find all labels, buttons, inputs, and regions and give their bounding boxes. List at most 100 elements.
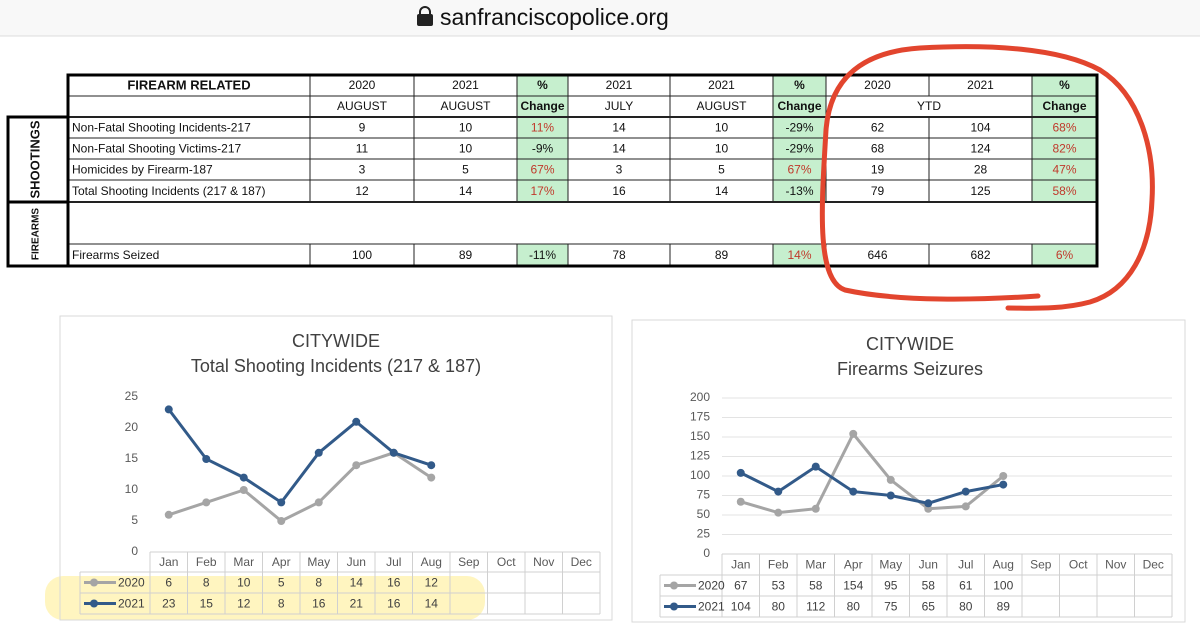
y-tick-label: 15	[125, 451, 139, 465]
point	[811, 504, 820, 513]
point	[239, 473, 248, 482]
y-tick-label: 75	[697, 488, 711, 502]
cell-text: 14	[715, 184, 729, 198]
series-line	[168, 451, 433, 523]
x-tick-label: Feb	[196, 555, 217, 569]
series-line	[740, 431, 1005, 515]
y-tick-label: 25	[697, 527, 711, 541]
datatable-value: 12	[237, 597, 251, 611]
header-text: FIREARM RELATED	[127, 77, 250, 92]
point	[736, 468, 745, 477]
legend-marker	[90, 599, 98, 608]
chart-subtitle: Total Shooting Incidents (217 & 187)	[191, 356, 481, 376]
point	[314, 498, 323, 507]
y-tick-label: 175	[690, 410, 710, 424]
cell-text: 82%	[1052, 142, 1076, 156]
point	[849, 429, 858, 438]
x-tick-label: Aug	[993, 558, 1014, 572]
y-tick-label: 5	[131, 513, 138, 527]
datatable-value: 58	[809, 579, 823, 593]
cell-text: 10	[459, 121, 473, 135]
header-cell	[517, 75, 568, 96]
header-cell	[773, 75, 826, 96]
pct-cell	[773, 159, 826, 180]
cell-text: 89	[459, 248, 473, 262]
cell-text: -11%	[529, 248, 556, 262]
y-tick-label: 20	[125, 420, 139, 434]
datatable-value: 80	[847, 600, 861, 614]
pct-cell	[1032, 244, 1097, 266]
header-cell	[1032, 96, 1097, 117]
cell-text: 10	[715, 121, 729, 135]
y-tick-label: 100	[690, 468, 710, 482]
subheader-text: Change	[777, 99, 821, 113]
url[interactable]: sanfranciscopolice.org	[440, 4, 669, 30]
datatable-value: 75	[884, 600, 898, 614]
datatable-value: 16	[387, 597, 401, 611]
y-tick-label: 25	[125, 389, 139, 403]
x-tick-label: Jan	[731, 558, 750, 572]
cell-text: 9	[359, 121, 366, 135]
point	[774, 487, 783, 496]
point	[427, 461, 436, 470]
header-text: 2021	[452, 78, 479, 92]
legend-marker	[90, 578, 98, 587]
y-tick-label: 200	[690, 390, 710, 404]
chart-title: CITYWIDE	[292, 331, 380, 351]
row-label: Non-Fatal Shooting Incidents-217	[72, 121, 251, 135]
cell-text: 3	[359, 163, 366, 177]
point	[164, 510, 173, 519]
cell-text: 11%	[531, 121, 554, 135]
x-tick-label: Feb	[768, 558, 789, 572]
group-label: SHOOTINGS	[27, 120, 42, 198]
cell-text: 67%	[530, 163, 554, 177]
cell-text: 10	[715, 142, 729, 156]
datatable-value: 95	[884, 579, 898, 593]
datatable-value: 67	[734, 579, 748, 593]
cell-text: 68	[871, 142, 885, 156]
x-tick-label: Apr	[844, 558, 863, 572]
x-tick-label: Oct	[1069, 558, 1088, 572]
x-tick-label: Jul	[386, 555, 401, 569]
point	[811, 462, 820, 471]
header-text: 2021	[967, 78, 994, 92]
x-tick-label: Nov	[533, 555, 554, 569]
y-tick-label: 10	[125, 482, 139, 496]
datatable-value: 21	[350, 597, 364, 611]
cell-text: 12	[355, 184, 369, 198]
cell-text: 11	[356, 142, 369, 156]
y-tick-label: 125	[690, 449, 710, 463]
cell-text: 62	[871, 121, 885, 135]
cell-text: 14	[459, 184, 473, 198]
pct-cell	[517, 159, 568, 180]
point	[849, 487, 858, 496]
datatable-value: 10	[237, 576, 251, 590]
datatable-value: 8	[278, 597, 285, 611]
x-tick-label: Dec	[1143, 558, 1164, 572]
x-tick-label: Nov	[1105, 558, 1126, 572]
point	[774, 508, 783, 517]
header-text: %	[537, 78, 548, 92]
x-tick-label: Jun	[919, 558, 938, 572]
point	[202, 498, 211, 507]
x-tick-label: Mar	[233, 555, 254, 569]
cell-text: 6%	[1056, 248, 1074, 262]
x-tick-label: Aug	[421, 555, 442, 569]
pct-cell	[1032, 180, 1097, 202]
pct-cell	[773, 180, 826, 202]
header-text: %	[794, 78, 805, 92]
chart-subtitle: Firearms Seizures	[837, 359, 983, 379]
cell-text: 79	[871, 184, 885, 198]
point	[999, 472, 1008, 480]
header-cell	[1032, 75, 1097, 96]
pct-cell	[517, 138, 568, 159]
header-text: %	[1059, 78, 1070, 92]
cell-text: 3	[616, 163, 623, 177]
point	[202, 455, 211, 463]
x-tick-label: Jul	[958, 558, 973, 572]
y-tick-label: 50	[697, 507, 711, 521]
datatable-value: 14	[425, 597, 439, 611]
x-tick-label: Apr	[272, 555, 291, 569]
point	[389, 448, 398, 457]
